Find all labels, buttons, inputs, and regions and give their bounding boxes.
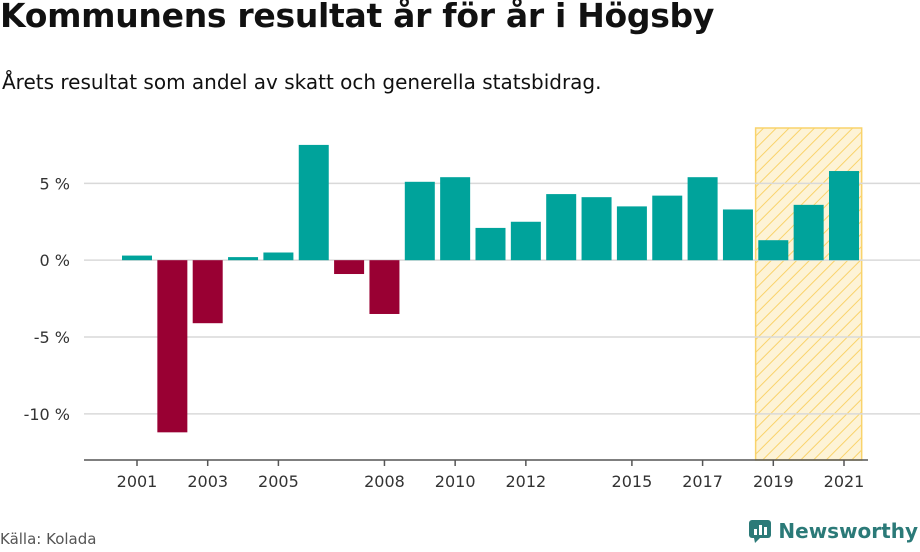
newsworthy-brand[interactable]: Newsworthy <box>748 519 918 543</box>
y-tick-label: 0 % <box>40 251 70 270</box>
brand-name: Newsworthy <box>778 519 918 543</box>
y-tick-label: 5 % <box>40 174 70 193</box>
bar-2014 <box>581 197 612 261</box>
bar-2006 <box>298 144 329 261</box>
bar-2012 <box>510 221 541 261</box>
chart-title: Kommunens resultat år för år i Högsby <box>0 0 715 35</box>
bar-2010 <box>440 177 471 261</box>
bar-2007 <box>334 260 365 275</box>
bar-2011 <box>475 227 506 261</box>
bar-2013 <box>546 194 577 261</box>
bar-2021 <box>829 171 859 261</box>
x-tick-label: 2005 <box>258 472 299 491</box>
bar-2009 <box>404 181 435 261</box>
bar-2001 <box>122 255 152 261</box>
x-tick-label: 2021 <box>824 472 865 491</box>
bar-2003 <box>192 260 223 324</box>
y-tick-label: -5 % <box>34 328 70 347</box>
newsworthy-logo-icon <box>748 519 772 543</box>
source-note: Källa: Kolada <box>0 530 97 548</box>
bar-2018 <box>722 209 753 261</box>
x-tick-label: 2010 <box>435 472 476 491</box>
x-tick-label: 2017 <box>682 472 723 491</box>
x-tick-label: 2003 <box>187 472 228 491</box>
bar-2008 <box>369 260 400 314</box>
bar-2015 <box>616 206 647 261</box>
y-tick-label: -10 % <box>24 405 70 424</box>
x-tick-label: 2019 <box>753 472 794 491</box>
bar-2005 <box>263 252 294 261</box>
bar-2017 <box>687 177 718 261</box>
bar-2004 <box>228 257 259 261</box>
bar-2020 <box>793 204 824 261</box>
x-tick-label: 2012 <box>505 472 546 491</box>
x-tick-label: 2001 <box>117 472 158 491</box>
x-tick-label: 2015 <box>612 472 653 491</box>
bar-2019 <box>758 240 789 261</box>
chart-subtitle: Årets resultat som andel av skatt och ge… <box>2 70 602 94</box>
x-tick-label: 2008 <box>364 472 405 491</box>
bar-2016 <box>652 195 683 261</box>
bar-2002 <box>157 260 188 433</box>
